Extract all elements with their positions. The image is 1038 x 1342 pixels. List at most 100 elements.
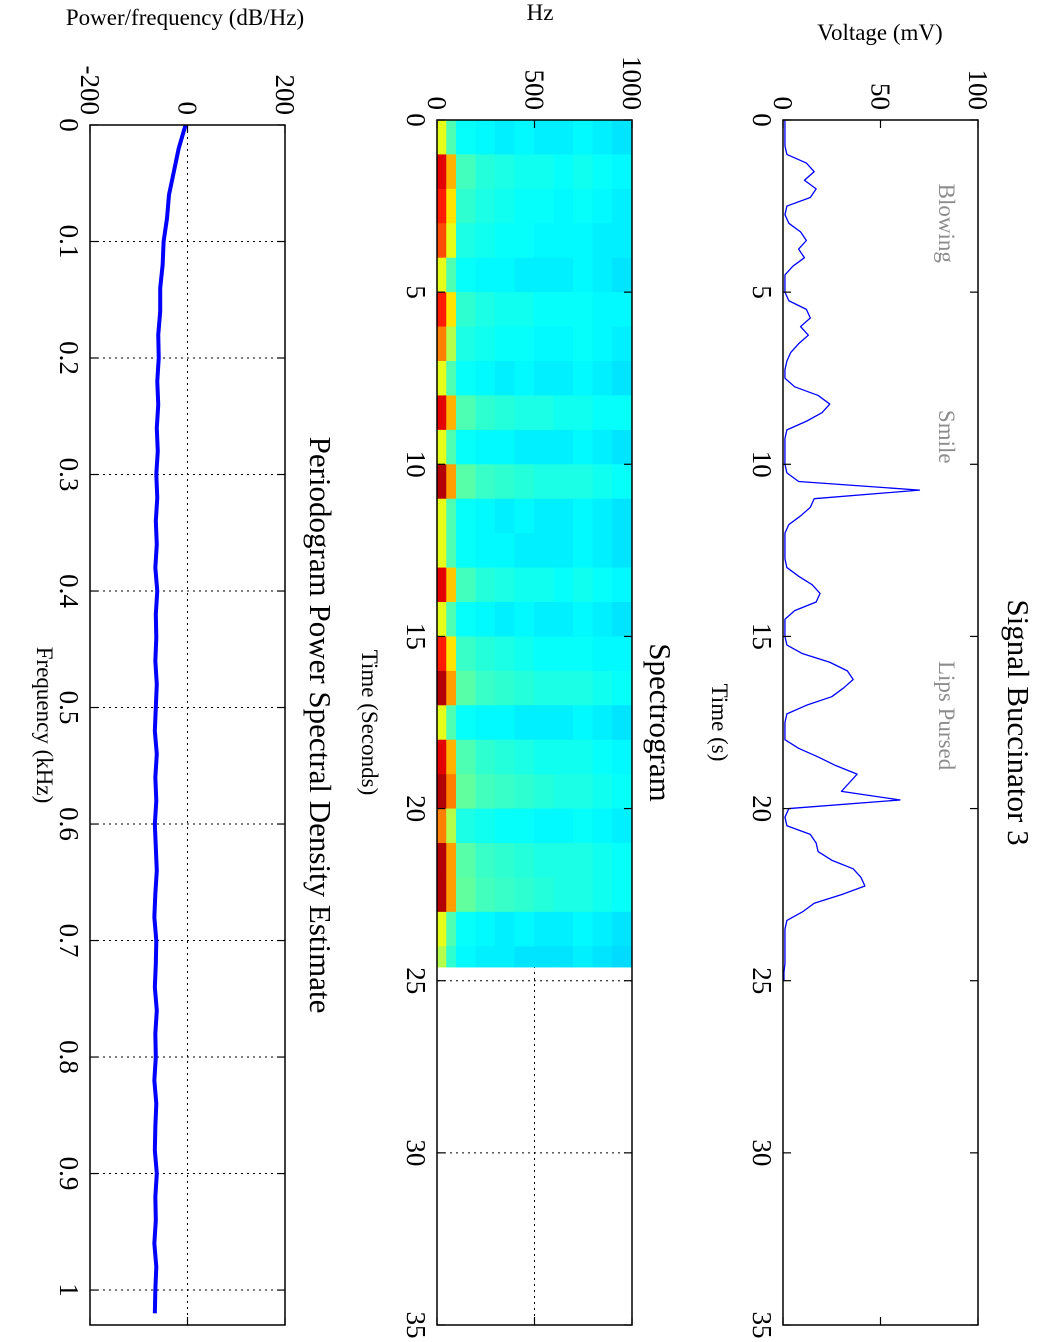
spectrogram-cell xyxy=(534,429,554,465)
spectrogram-cell xyxy=(475,808,496,844)
spectrogram-cell xyxy=(612,292,632,328)
spectrogram-cell xyxy=(446,567,457,603)
spectrogram-cell xyxy=(456,361,476,396)
spectrogram-cell xyxy=(592,636,613,672)
spectrogram-cell xyxy=(495,120,515,155)
x-tick-label: 20 xyxy=(401,795,431,822)
spectrogram-cell xyxy=(534,326,554,362)
spectrogram-cell xyxy=(573,429,593,465)
spectrogram-cell xyxy=(573,154,593,190)
spectrogram-cell xyxy=(495,429,515,465)
spectrogram-cell xyxy=(514,705,535,741)
spectrogram-cell xyxy=(553,257,574,293)
x-tick-label: 0.3 xyxy=(54,458,84,492)
spectrogram-cell xyxy=(553,498,574,534)
spectrogram-cell xyxy=(446,602,457,637)
spectrogram-cell xyxy=(573,843,593,878)
spectrogram-cell xyxy=(436,120,447,155)
spectrogram-cell xyxy=(495,739,515,775)
spectrogram-cell xyxy=(573,877,593,913)
spectrogram-cell xyxy=(534,602,554,637)
spectrogram-cell xyxy=(436,257,447,293)
spectrogram-cell xyxy=(436,739,447,775)
spectrogram-cell xyxy=(495,292,515,328)
spectrogram-cell xyxy=(456,602,476,637)
spectrogram-cell xyxy=(495,670,515,706)
signal-line xyxy=(152,124,188,1314)
spectrogram-cell xyxy=(456,395,476,431)
spectrogram-cell xyxy=(514,946,535,968)
spectrogram-cell xyxy=(446,946,457,968)
spectrogram-cell xyxy=(446,361,457,396)
spectrogram-cell xyxy=(534,395,554,431)
spectrogram-cell xyxy=(592,292,613,328)
spectrogram-cell xyxy=(446,670,457,706)
spectrogram-cell xyxy=(553,395,574,431)
spectrogram-cell xyxy=(553,188,574,224)
x-tick-label: 25 xyxy=(747,967,777,994)
spectrogram-cell xyxy=(495,498,515,534)
spectrogram-cell xyxy=(592,326,613,362)
spectrogram-cell xyxy=(514,429,535,465)
spectrogram-cell xyxy=(534,636,554,672)
spectrogram-cell xyxy=(573,739,593,775)
spectrogram-cell xyxy=(553,533,574,569)
spectrogram-cell xyxy=(534,120,554,155)
spectrogram-cell xyxy=(475,843,496,878)
spectrogram-cell xyxy=(553,361,574,396)
spectrogram-cell xyxy=(495,326,515,362)
spectrogram-cell xyxy=(475,188,496,224)
x-tick-label: 0 xyxy=(54,118,84,132)
y-tick-label: -200 xyxy=(75,66,105,116)
spectrogram-cell xyxy=(534,533,554,569)
spectrogram-cell xyxy=(573,946,593,968)
x-axis-label: Time (s) xyxy=(707,684,732,762)
spectrogram-cell xyxy=(475,739,496,775)
spectrogram-cell xyxy=(514,533,535,569)
spectrogram-cell xyxy=(514,670,535,706)
spectrogram-cell xyxy=(446,154,457,190)
spectrogram-cell xyxy=(534,464,554,500)
spectrogram-cell xyxy=(573,120,593,155)
spectrogram-cell xyxy=(534,946,554,968)
spectrogram-cell xyxy=(446,257,457,293)
spectrogram-cell xyxy=(456,223,476,259)
spectrogram-cell xyxy=(514,326,535,362)
chart-title: Spectrogram xyxy=(643,643,678,801)
spectrogram-cell xyxy=(436,188,447,224)
spectrogram-cell xyxy=(456,567,476,603)
spectrogram-cell xyxy=(592,120,613,155)
spectrogram-cell xyxy=(475,670,496,706)
spectrogram-cell xyxy=(436,361,447,396)
spectrogram-cell xyxy=(495,223,515,259)
spectrogram-cell xyxy=(553,808,574,844)
spectrogram-cell xyxy=(553,946,574,968)
spectrogram-cell xyxy=(612,946,632,968)
x-tick-label: 0.6 xyxy=(54,807,84,841)
spectrogram-cell xyxy=(573,911,593,947)
spectrogram-cell xyxy=(553,636,574,672)
spectrogram-cell xyxy=(446,843,457,878)
spectrogram-cell xyxy=(553,877,574,913)
spectrogram-cell xyxy=(475,292,496,328)
spectrogram-cell xyxy=(495,774,515,810)
spectrogram-cell xyxy=(592,223,613,259)
x-tick-label: 20 xyxy=(747,795,777,822)
spectrogram-cell xyxy=(495,705,515,741)
spectrogram-cell xyxy=(514,154,535,190)
spectrogram-cell xyxy=(592,877,613,913)
spectrogram-cell xyxy=(573,223,593,259)
spectrogram-cell xyxy=(456,808,476,844)
spectrogram-cell xyxy=(553,705,574,741)
spectrogram-cell xyxy=(475,533,496,569)
spectrogram-cell xyxy=(456,739,476,775)
spectrogram-cell xyxy=(514,498,535,534)
spectrogram-cell xyxy=(514,223,535,259)
spectrogram-cell xyxy=(612,774,632,810)
spectrogram-cell xyxy=(446,188,457,224)
spectrogram-cell xyxy=(446,774,457,810)
x-tick-label: 25 xyxy=(401,967,431,994)
spectrogram-cell xyxy=(514,877,535,913)
spectrogram-cell xyxy=(446,498,457,534)
